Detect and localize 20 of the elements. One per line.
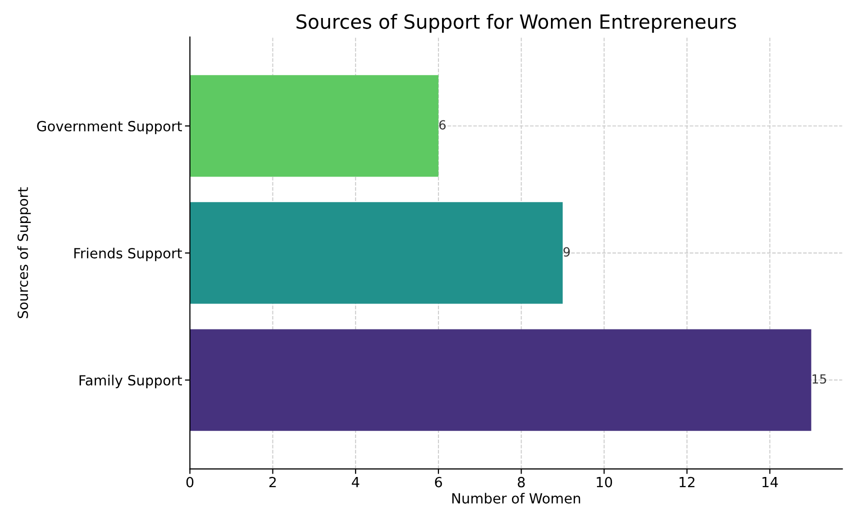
x-tick-label: 8 bbox=[518, 476, 525, 488]
x-tick-label: 4 bbox=[352, 477, 360, 488]
y-axis-title: Sources of Support bbox=[17, 187, 31, 318]
x-tick-label: 0 bbox=[186, 476, 194, 488]
x-tick-label: 12 bbox=[680, 476, 694, 488]
bar bbox=[190, 329, 812, 431]
x-tick-label: 2 bbox=[269, 476, 276, 488]
chart-title: Sources of Support for Women Entrepreneurs bbox=[296, 14, 736, 33]
data-label: 9 bbox=[563, 247, 570, 257]
data-label: 15 bbox=[812, 374, 826, 384]
y-tick-label: Family Support bbox=[80, 374, 182, 388]
bar bbox=[190, 75, 438, 177]
bar bbox=[190, 202, 563, 304]
x-tick-label: 6 bbox=[434, 476, 442, 488]
y-tick-label: Government Support bbox=[37, 120, 182, 134]
data-label: 6 bbox=[439, 120, 446, 130]
x-axis-title: Number of Women bbox=[452, 492, 580, 504]
x-tick-label: 14 bbox=[762, 477, 778, 488]
x-tick-label: 10 bbox=[596, 476, 612, 488]
y-tick-label: Friends Support bbox=[74, 248, 182, 262]
